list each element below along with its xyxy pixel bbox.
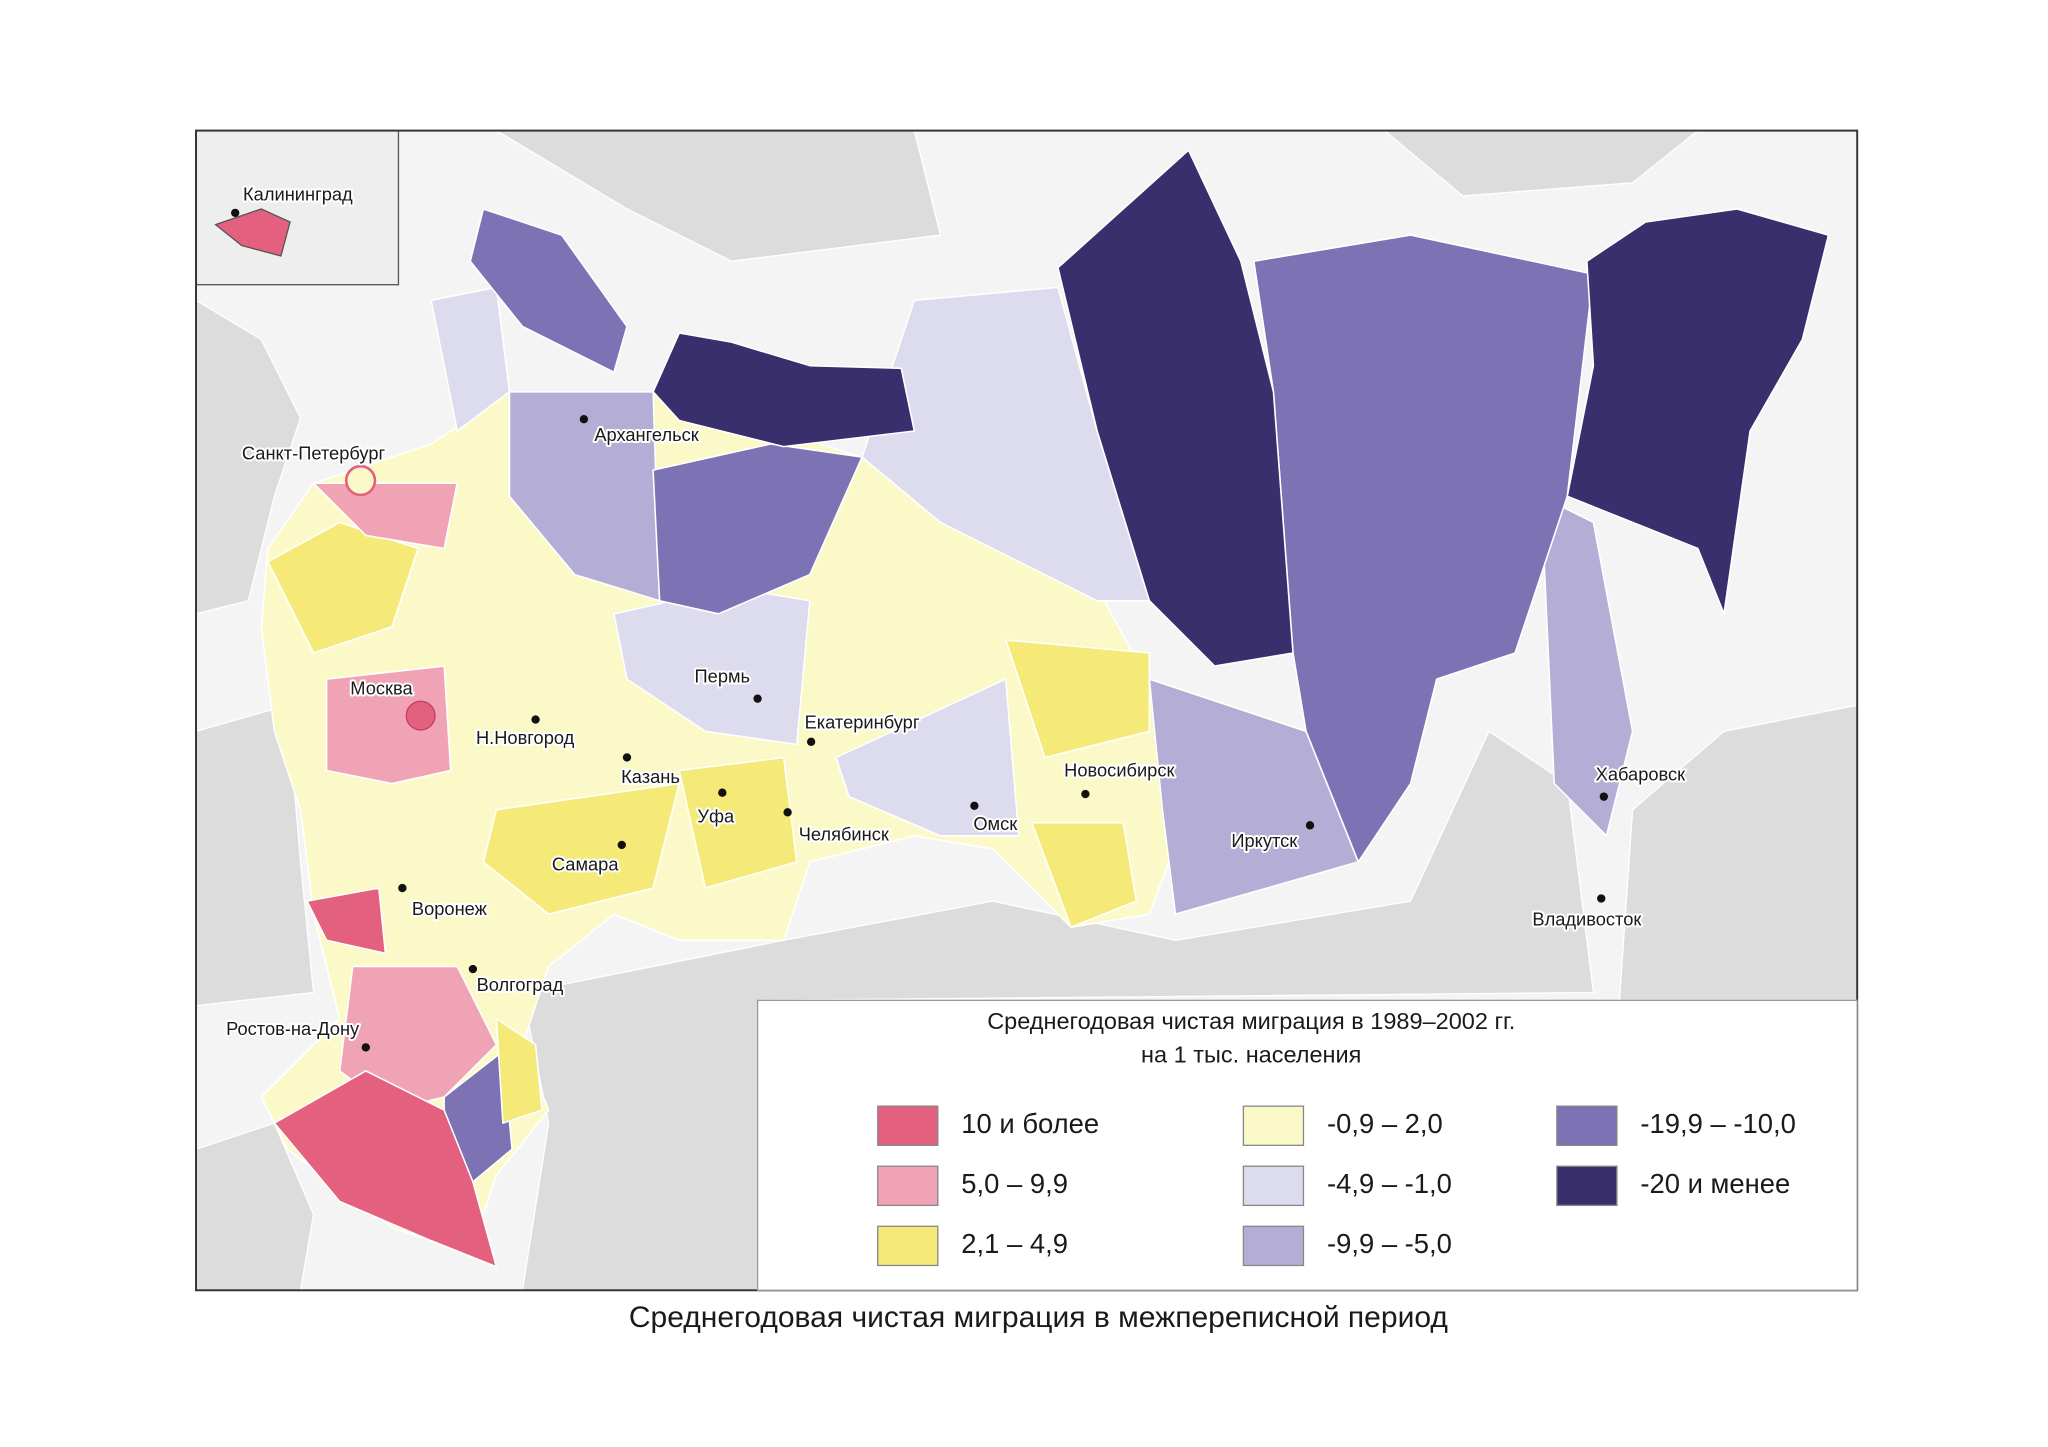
city-label: Хабаровск [1596,764,1686,785]
city-label: Иркутск [1231,830,1298,851]
legend: Среднегодовая чистая миграция в 1989–200… [877,1008,1796,1267]
legend-label: 10 и более [961,1108,1099,1139]
city-dot [783,808,792,817]
city-dot [1597,894,1606,903]
legend-swatch [1242,1165,1305,1207]
legend-label: -19,9 – -10,0 [1640,1108,1795,1139]
city-label: Пермь [695,666,751,687]
legend-swatch [877,1225,939,1267]
city-label: Санкт-Петербург [242,442,386,463]
legend-label: -0,9 – 2,0 [1327,1108,1443,1139]
city-label: Калининград [243,184,353,205]
city-dot [753,694,762,703]
legend-box [756,999,1858,1291]
city-label: Москва [350,677,413,698]
city-dot [468,964,478,974]
regions [260,149,1830,1268]
city-label: Воронеж [412,898,488,919]
city-dot [622,753,632,762]
city-label: Екатеринбург [805,711,920,732]
legend-title: Среднегодовая чистая миграция в 1989–200… [987,1008,1515,1034]
city-label: Самара [552,854,619,875]
legend-swatch [877,1105,939,1146]
city-dot [1305,821,1315,830]
city-label: Казань [621,766,680,787]
city-dot [579,415,589,424]
legend-label: -20 и менее [1640,1168,1790,1199]
legend-swatch [877,1165,939,1207]
city-area [344,464,377,497]
city-dot [806,737,816,746]
caption: Среднегодовая чистая миграция в межпереп… [629,1301,1448,1334]
city-label: Волгоград [477,974,564,995]
city-label: Архангельск [594,424,699,445]
legend-swatch [1556,1165,1618,1207]
city-dot [970,801,979,810]
inset-frame [195,129,400,286]
city-labels: Калининград Архангельск Санкт-Петербург Мос… [224,182,1688,1052]
legend-title: на 1 тыс. населения [1141,1042,1361,1068]
city-label: Новосибирск [1064,760,1175,781]
city-label: Ростов-на-Дону [226,1018,360,1039]
city-dot [398,883,407,893]
city-label: Челябинск [799,824,890,845]
legend-label: 5,0 – 9,9 [961,1168,1068,1199]
city-dot [617,840,626,850]
city-dot [231,208,240,218]
city-area [405,700,436,731]
city-dot [1599,792,1609,801]
city-dot [718,788,727,797]
city-label: Уфа [697,805,735,826]
city-label: Омск [973,813,1018,834]
city-dot [1081,789,1090,799]
city-label: Н.Новгород [476,727,575,748]
legend-label: -9,9 – -5,0 [1327,1228,1452,1259]
legend-swatch [1242,1225,1305,1267]
city-label: Владивосток [1532,909,1642,930]
legend-label: -4,9 – -1,0 [1327,1168,1452,1199]
legend-swatch [1242,1105,1305,1146]
city-dot [531,715,540,724]
legend-label: 2,1 – 4,9 [961,1228,1068,1259]
kaliningrad-region [214,208,291,257]
legend-swatch [1556,1105,1618,1146]
city-dot [361,1043,370,1052]
